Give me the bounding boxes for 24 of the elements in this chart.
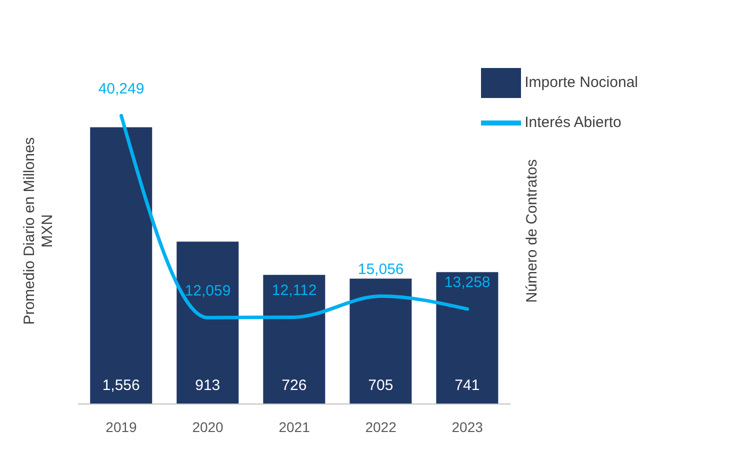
data-label: 12,112 [272, 282, 317, 300]
x-tick-label: 2023 [452, 418, 484, 435]
x-tick-label: 2019 [106, 418, 138, 435]
y-axis-title: Promedio Diario en Millones MXN [21, 137, 56, 325]
data-label: 15,056 [358, 261, 404, 278]
data-label: 705 [368, 377, 394, 394]
bar [436, 272, 498, 404]
y2-axis-title: Número de Contratos [524, 159, 541, 303]
bar [350, 278, 412, 404]
data-label: 913 [195, 377, 220, 394]
bar [176, 242, 239, 404]
data-label: 40,249 [98, 80, 144, 98]
x-tick-label: 2021 [278, 418, 310, 435]
data-label: 741 [454, 377, 480, 394]
data-label: 1,556 [102, 377, 140, 394]
bar [90, 127, 152, 404]
data-label: 13,258 [444, 274, 490, 292]
data-label: 12,059 [184, 282, 231, 300]
legend-label: Interés Abierto [524, 114, 622, 131]
legend-label: Importe Nocional [524, 74, 638, 91]
bar [263, 274, 326, 404]
x-tick-label: 2022 [365, 418, 397, 435]
data-label: 726 [282, 377, 307, 394]
x-tick-label: 2020 [192, 418, 224, 435]
